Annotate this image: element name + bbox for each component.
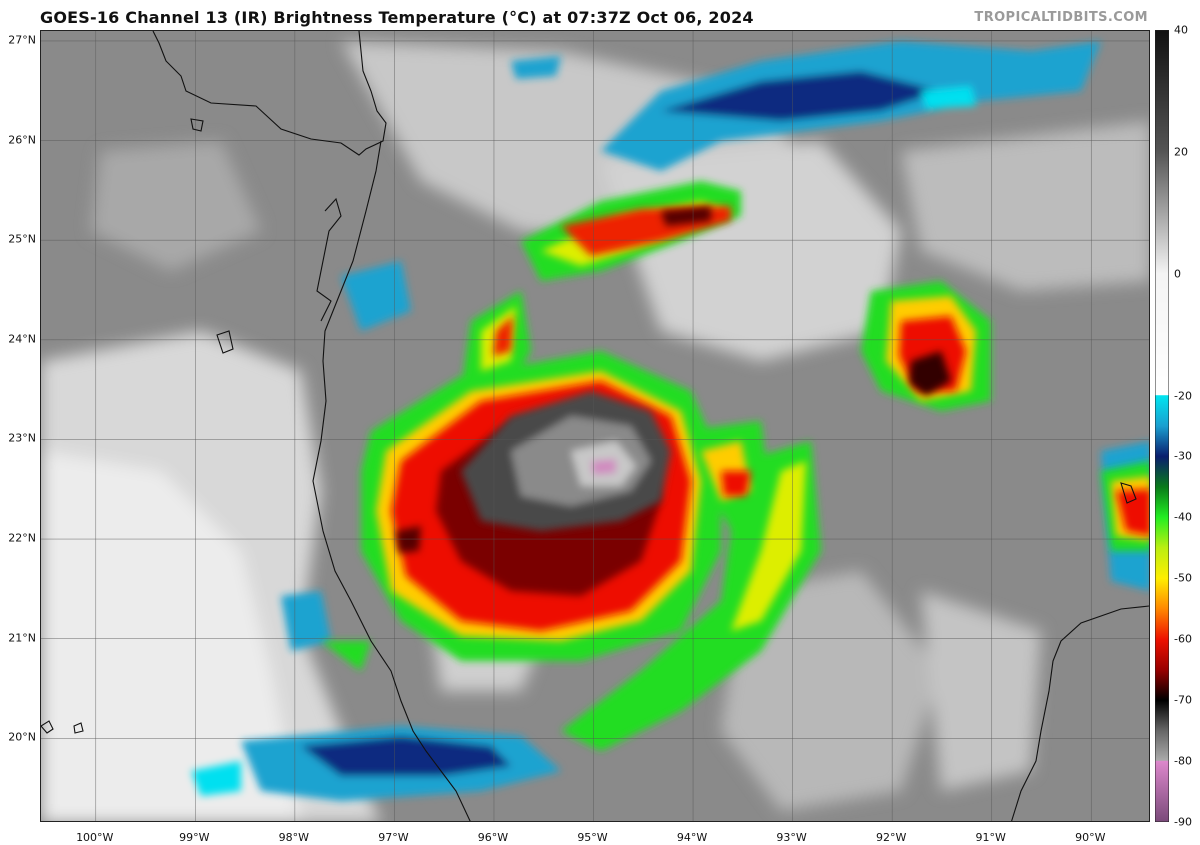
lat-tick-label: 20°N xyxy=(8,730,36,744)
lon-tick-label: 94°W xyxy=(676,831,708,844)
colorbar-tick-label: 0 xyxy=(1174,267,1181,281)
lon-tick-label: 96°W xyxy=(477,831,509,844)
colorbar-tick-label: -20 xyxy=(1174,389,1192,403)
colorbar-tick-label: -50 xyxy=(1174,571,1192,585)
lat-tick-label: 22°N xyxy=(8,531,36,545)
lat-tick-label: 21°N xyxy=(8,631,36,645)
map-canvas xyxy=(41,31,1149,821)
colorbar-tick-label: 20 xyxy=(1174,145,1188,159)
coastline xyxy=(41,31,1149,821)
lon-tick-label: 99°W xyxy=(179,831,210,844)
lat-tick-label: 26°N xyxy=(8,133,36,147)
satellite-map xyxy=(40,30,1150,822)
lon-tick-label: 93°W xyxy=(776,831,807,844)
lon-tick-label: 100°W xyxy=(76,831,114,844)
cdo-gray-tops xyxy=(461,391,671,531)
colorbar-tick-label: -30 xyxy=(1174,449,1192,463)
lat-tick-label: 23°N xyxy=(8,431,36,445)
lat-tick-label: 25°N xyxy=(8,232,36,246)
lat-lon-grid xyxy=(41,31,1149,821)
colorbar-tick-label: -70 xyxy=(1174,693,1192,707)
lon-tick-label: 97°W xyxy=(378,831,409,844)
colorbar xyxy=(1155,30,1169,822)
lat-tick-label: 24°N xyxy=(8,332,36,346)
lon-tick-label: 90°W xyxy=(1075,831,1106,844)
image-title: GOES-16 Channel 13 (IR) Brightness Tempe… xyxy=(40,8,754,27)
colorbar-tick-label: -40 xyxy=(1174,510,1192,524)
lon-tick-label: 95°W xyxy=(577,831,608,844)
lon-tick-label: 91°W xyxy=(975,831,1006,844)
site-credit: TROPICALTIDBITS.COM xyxy=(974,10,1148,25)
lon-tick-label: 98°W xyxy=(278,831,310,844)
lat-tick-label: 27°N xyxy=(8,33,36,47)
colorbar-tick-label: -60 xyxy=(1174,632,1192,646)
colorbar-tick-label: 40 xyxy=(1174,23,1188,37)
colorbar-tick-label: -80 xyxy=(1174,754,1192,768)
colorbar-gradient xyxy=(1155,30,1169,822)
colorbar-tick-label: -90 xyxy=(1174,815,1192,829)
lon-tick-label: 92°W xyxy=(875,831,907,844)
